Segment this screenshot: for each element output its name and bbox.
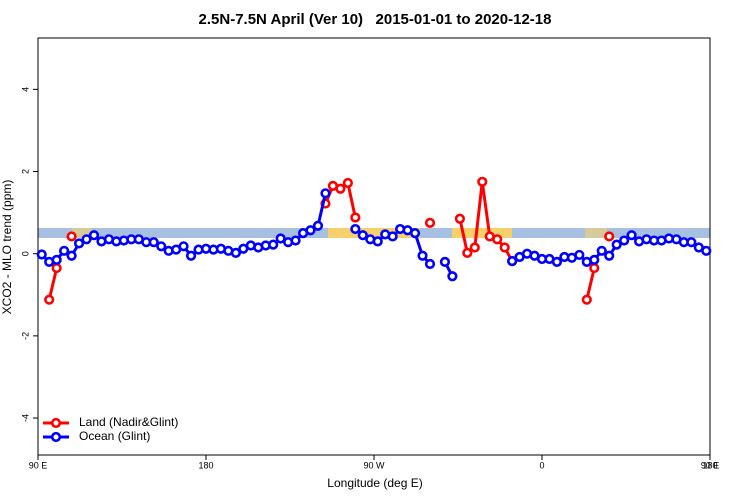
data-point	[611, 239, 622, 250]
y-tick-label: 0	[20, 251, 30, 256]
data-point	[581, 294, 592, 305]
y-tick-label: 2	[20, 169, 30, 174]
data-point	[454, 213, 465, 224]
x-axis-label: Longitude (deg E)	[327, 476, 422, 490]
y-tick-label: -2	[20, 332, 30, 340]
data-point	[701, 245, 712, 256]
x-tick-label: 90 E	[701, 460, 720, 470]
data-point	[507, 255, 518, 267]
data-point	[604, 250, 615, 261]
data-point	[268, 239, 279, 250]
data-point	[305, 225, 316, 236]
data-point	[387, 231, 398, 242]
data-point	[178, 241, 189, 252]
data-point	[357, 230, 368, 241]
data-point	[447, 271, 458, 282]
data-point	[372, 236, 383, 247]
y-axis-label: XCO2 - MLO trend (ppm)	[0, 180, 14, 315]
data-point	[492, 234, 503, 245]
data-point	[439, 256, 451, 268]
x-tick-label: 90 W	[363, 460, 385, 470]
data-point	[156, 241, 167, 252]
legend-marker	[50, 431, 62, 443]
data-point	[51, 254, 62, 265]
land-strip	[328, 228, 420, 238]
land-strip	[585, 228, 607, 238]
data-point	[350, 223, 361, 235]
legend-marker	[50, 417, 62, 429]
data-point	[81, 234, 92, 245]
data-point	[59, 245, 70, 256]
data-point	[148, 237, 159, 248]
legend-label: Ocean (Glint)	[79, 429, 150, 443]
data-point	[589, 254, 600, 265]
data-point	[409, 228, 421, 239]
data-point	[36, 249, 47, 260]
plot-frame	[37, 37, 711, 456]
data-point	[596, 245, 607, 256]
data-point	[424, 217, 436, 228]
data-point	[424, 258, 436, 270]
data-point	[185, 250, 197, 261]
data-point	[604, 231, 615, 242]
data-point	[574, 249, 585, 261]
legend-label: Land (Nadir&Glint)	[79, 415, 178, 429]
data-point	[230, 247, 241, 258]
data-point	[686, 237, 697, 248]
data-point	[66, 231, 77, 242]
data-point	[275, 233, 286, 244]
land-strip	[72, 228, 92, 238]
x-tick-label: 180	[702, 460, 717, 470]
land-strip	[452, 228, 512, 238]
data-point	[44, 294, 55, 305]
data-point	[320, 188, 331, 199]
x-tick-label: 180	[198, 460, 213, 470]
data-point	[417, 250, 428, 261]
data-point	[469, 242, 480, 253]
data-point	[350, 212, 361, 223]
data-point	[335, 183, 346, 194]
data-point	[626, 230, 637, 241]
data-point	[477, 176, 488, 187]
data-point	[51, 262, 62, 274]
data-point	[342, 177, 353, 189]
y-tick-label: 4	[20, 87, 30, 92]
data-point	[312, 220, 324, 231]
data-point	[88, 230, 100, 241]
x-tick-label: 90 E	[29, 460, 48, 470]
data-point	[589, 262, 600, 274]
data-point	[551, 256, 563, 268]
data-point	[66, 250, 77, 261]
data-point	[290, 235, 301, 246]
x-tick-label: 0	[539, 460, 544, 470]
data-point	[619, 235, 630, 246]
data-point	[462, 247, 473, 258]
data-point	[73, 238, 85, 249]
data-point	[499, 242, 510, 253]
chart-title: 2.5N-7.5N April (Ver 10) 2015-01-01 to 2…	[199, 11, 552, 28]
y-tick-label: -4	[20, 414, 30, 422]
surface-strip	[38, 228, 710, 238]
